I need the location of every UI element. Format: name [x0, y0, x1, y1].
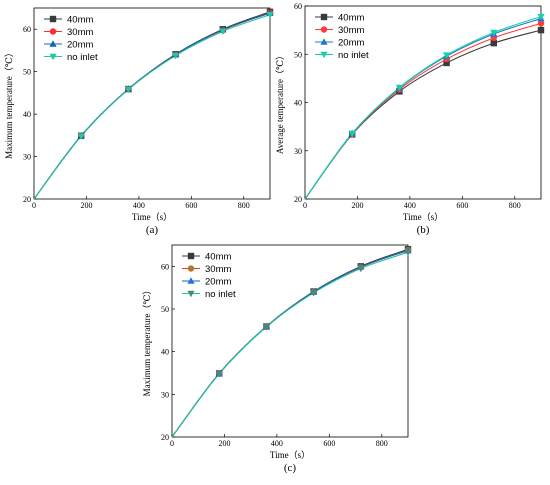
- legend-entry: 20mm: [338, 37, 364, 48]
- x-tick-label: 0: [32, 201, 36, 210]
- legend-marker: [320, 38, 328, 45]
- x-tick-label: 400: [404, 201, 416, 210]
- x-axis-label: Time（s）: [403, 212, 443, 222]
- legend-entry: 40mm: [67, 14, 93, 25]
- data-point: [537, 20, 545, 27]
- data-point: [172, 52, 180, 60]
- data-point: [215, 371, 223, 378]
- y-tick-label: 20: [23, 195, 31, 204]
- x-tick-label: 200: [218, 439, 230, 448]
- y-axis-label: Maximum temperature（℃）: [4, 48, 14, 159]
- panel-label: (c): [284, 462, 297, 474]
- data-point: [395, 84, 403, 92]
- legend-marker: [187, 265, 195, 272]
- legend-marker: [320, 51, 328, 59]
- legend-entry: no inlet: [205, 289, 236, 300]
- data-point: [490, 29, 498, 37]
- data-point: [443, 52, 451, 60]
- data-point: [490, 39, 497, 47]
- data-point: [348, 130, 356, 138]
- y-tick-label: 50: [23, 68, 31, 77]
- legend-marker: [187, 277, 195, 284]
- legend-entry: 40mm: [338, 12, 364, 23]
- legend-marker: [49, 28, 57, 35]
- legend-marker: [320, 26, 328, 33]
- plot-frame: [171, 244, 409, 438]
- x-tick-label: 0: [170, 439, 174, 448]
- legend-marker: [320, 13, 328, 21]
- legend-marker: [187, 290, 195, 298]
- data-point: [219, 28, 227, 36]
- x-tick-label: 600: [456, 201, 468, 210]
- y-tick-label: 40: [23, 110, 31, 119]
- y-tick-label: 30: [23, 153, 31, 162]
- legend-entry: 20mm: [67, 39, 93, 50]
- x-axis-label: Time（s）: [270, 450, 310, 460]
- data-point: [310, 289, 318, 297]
- data-point: [537, 26, 545, 34]
- chart-panel-3: 0 200 400 600 800 20 30 40 50 60 Time（s） Maximum te…: [142, 244, 412, 474]
- x-tick-label: 200: [80, 201, 92, 210]
- data-point: [266, 11, 274, 19]
- x-tick-label: 800: [509, 201, 521, 210]
- chart-panel-1: 0 200 400 600 800 20 30 40 50 60 Time（s） Maximum te…: [4, 7, 274, 236]
- x-tick-label: 800: [376, 439, 388, 448]
- legend-entry: no inlet: [338, 50, 369, 61]
- x-tick-label: 600: [323, 439, 335, 448]
- y-tick-label: 30: [161, 390, 169, 399]
- legend-entry: 40mm: [205, 251, 231, 262]
- y-tick-label: 30: [294, 147, 302, 156]
- panel-label: (b): [417, 224, 430, 236]
- data-point: [443, 59, 450, 67]
- y-axis-label: Average temperature（℃）: [275, 51, 285, 154]
- data-point: [404, 249, 412, 257]
- data-point: [537, 13, 545, 21]
- y-tick-label: 40: [161, 348, 169, 357]
- y-tick-label: 60: [23, 25, 31, 34]
- x-tick-label: 400: [133, 201, 145, 210]
- chart-panel-2: 0 200 400 600 800 20 30 40 50 60 Time（s） Average te…: [275, 2, 545, 236]
- legend-entry: 20mm: [205, 276, 231, 287]
- legend-marker: [49, 40, 57, 47]
- legend-entry: 30mm: [205, 264, 231, 275]
- x-tick-label: 600: [185, 201, 197, 210]
- legend-entry: 30mm: [338, 25, 364, 36]
- data-point: [77, 133, 85, 140]
- x-tick-label: 800: [238, 201, 250, 210]
- y-tick-label: 50: [161, 305, 169, 314]
- data-point: [124, 86, 132, 94]
- legend-entry: 30mm: [67, 27, 93, 38]
- panel-label: (a): [146, 224, 159, 236]
- y-tick-label: 20: [294, 195, 302, 204]
- data-point: [262, 324, 270, 331]
- x-tick-label: 200: [351, 201, 363, 210]
- legend-marker: [49, 15, 57, 23]
- y-tick-label: 20: [161, 433, 169, 442]
- legend-entry: no inlet: [67, 52, 98, 63]
- x-axis-label: Time（s）: [132, 212, 172, 222]
- x-tick-label: 400: [271, 439, 283, 448]
- legend-marker: [187, 252, 195, 260]
- data-point: [357, 265, 365, 273]
- y-tick-label: 60: [294, 2, 302, 11]
- y-tick-label: 40: [294, 99, 302, 108]
- plot-frame: [33, 7, 271, 200]
- y-tick-label: 50: [294, 50, 302, 59]
- y-axis-label: Maximum temperature（℃）: [142, 286, 152, 397]
- y-tick-label: 60: [161, 262, 169, 271]
- x-tick-label: 0: [303, 201, 307, 210]
- legend-marker: [49, 53, 57, 61]
